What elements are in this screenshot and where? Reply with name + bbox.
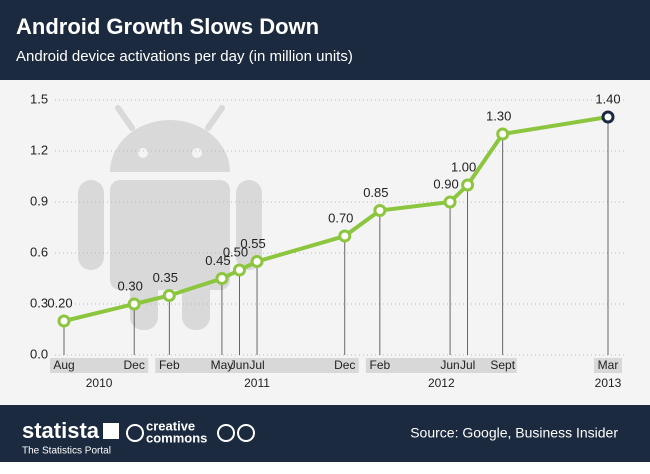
data-point <box>57 314 71 328</box>
year-label: 2012 <box>428 376 455 390</box>
x-tick-label: Jun <box>230 358 249 372</box>
data-point <box>443 195 457 209</box>
header-band <box>0 0 650 80</box>
data-point <box>127 297 141 311</box>
value-label: 0.85 <box>363 185 388 200</box>
value-label: 1.00 <box>451 159 476 174</box>
x-tick-label: Jun <box>440 358 459 372</box>
nd-icon <box>237 424 255 442</box>
data-point <box>496 127 510 141</box>
data-point <box>250 255 264 268</box>
x-tick-label: Feb <box>370 358 391 372</box>
data-point <box>461 178 475 192</box>
value-label: 0.35 <box>153 270 178 285</box>
y-tick-label: 1.5 <box>30 91 48 106</box>
data-point <box>232 263 246 277</box>
x-tick-label: Dec <box>334 358 355 372</box>
license-top: creative <box>146 418 195 433</box>
y-tick-label: 0.6 <box>30 244 48 259</box>
x-tick-label: Aug <box>53 358 74 372</box>
license-bottom: commons <box>146 430 207 445</box>
value-label: 1.30 <box>486 108 511 123</box>
y-tick-label: 1.2 <box>30 142 48 157</box>
value-label: 0.30 <box>118 278 143 293</box>
data-point <box>162 289 176 302</box>
y-tick-label: 0.3 <box>30 295 48 310</box>
value-label: 0.70 <box>328 210 353 225</box>
cc-icon <box>126 424 144 442</box>
x-tick-label: Sept <box>490 358 515 372</box>
year-band <box>365 358 517 373</box>
x-tick-label: Feb <box>159 358 180 372</box>
value-label: 0.45 <box>205 253 230 268</box>
source: Source: Google, Business Insider <box>410 425 618 441</box>
year-band <box>594 358 622 373</box>
data-point <box>215 272 229 285</box>
value-label: 1.40 <box>595 91 620 106</box>
data-point <box>601 110 615 124</box>
chart-title: Android Growth Slows Down <box>16 14 319 39</box>
brand-tagline: The Statistics Portal <box>22 446 111 457</box>
x-tick-label: Jul <box>460 358 475 372</box>
year-band <box>155 358 359 373</box>
year-label: 2010 <box>86 376 113 390</box>
by-icon <box>217 424 235 442</box>
chart-subtitle: Android device activations per day (in m… <box>16 48 353 65</box>
value-label: 0.50 <box>223 244 248 259</box>
value-label: 0.55 <box>240 236 265 251</box>
value-label: 0.20 <box>47 295 72 310</box>
year-label: 2011 <box>244 376 270 390</box>
year-band <box>50 358 149 373</box>
x-tick-label: Mar <box>598 358 619 372</box>
y-tick-label: 0.0 <box>30 346 48 361</box>
y-tick-label: 0.9 <box>30 193 48 208</box>
data-point <box>373 204 387 217</box>
value-label: 0.90 <box>433 176 458 191</box>
brand: statista <box>22 418 100 443</box>
brand-icon <box>103 423 119 439</box>
plot: 0.0 0.3 0.6 0.9 1.2 1.5 2010 2011 2012 2013 Aug Dec… <box>30 91 625 390</box>
data-point <box>338 229 352 243</box>
android-watermark <box>78 105 262 330</box>
x-tick-label: Dec <box>124 358 145 372</box>
year-label: 2013 <box>595 376 622 390</box>
x-tick-label: May <box>211 358 234 372</box>
x-tick-label: Jul <box>249 358 264 372</box>
